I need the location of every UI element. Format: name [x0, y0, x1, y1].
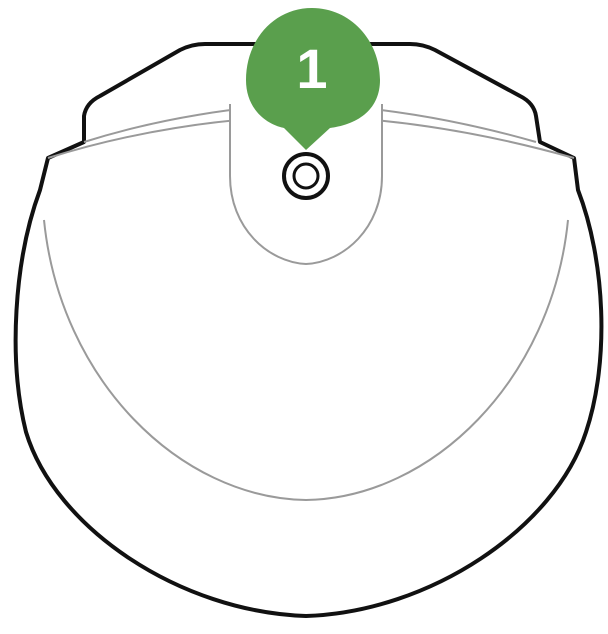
- callout-marker: 1: [246, 8, 380, 150]
- device-body-outline: [13, 42, 604, 618]
- button-icon: [282, 152, 330, 200]
- callout-number: 1: [296, 37, 327, 100]
- inner-face-outline: [43, 219, 569, 502]
